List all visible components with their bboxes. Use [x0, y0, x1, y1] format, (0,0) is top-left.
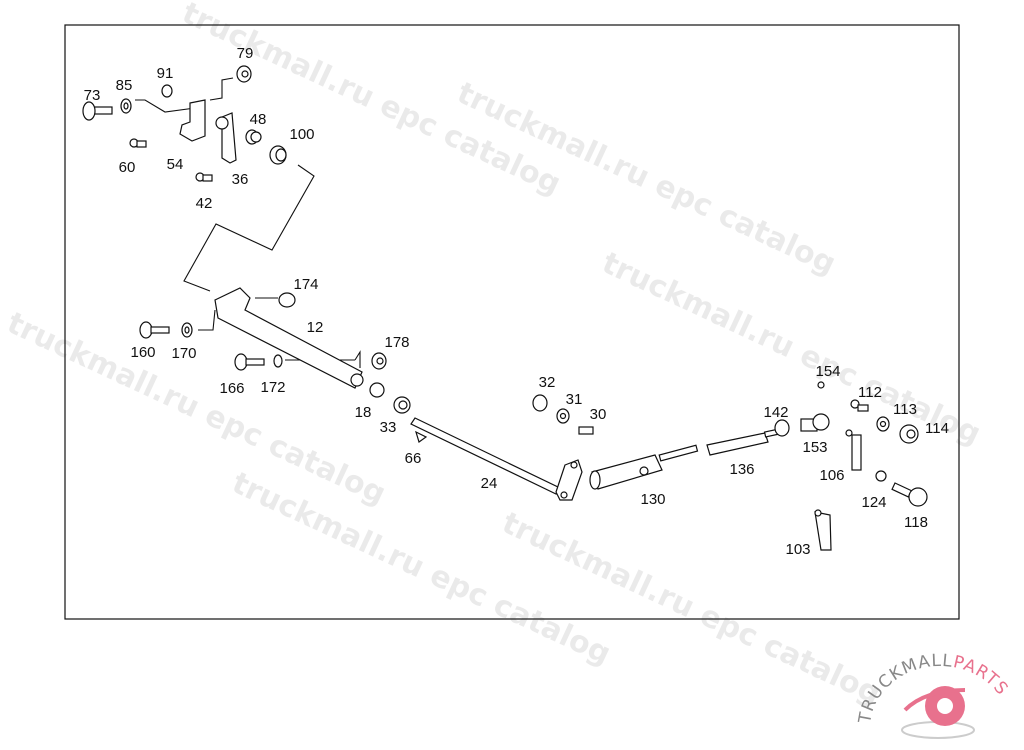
part-label-79[interactable]: 79: [237, 45, 254, 62]
part-label-54[interactable]: 54: [167, 156, 184, 173]
part-label-33[interactable]: 33: [380, 419, 397, 436]
part-label-136[interactable]: 136: [729, 461, 754, 478]
part-label-112[interactable]: 112: [858, 384, 882, 401]
truckmallparts-logo: TRUCKMALLPARTS: [855, 651, 1012, 739]
part-label-91[interactable]: 91: [157, 65, 174, 82]
part-label-12[interactable]: 12: [307, 319, 324, 336]
part-label-66[interactable]: 66: [405, 450, 422, 467]
part-label-106[interactable]: 106: [819, 467, 844, 484]
part-label-178[interactable]: 178: [384, 334, 409, 351]
part-label-32[interactable]: 32: [539, 374, 556, 391]
part-label-142[interactable]: 142: [763, 404, 788, 421]
logo-text-parts: PARTS: [951, 652, 1012, 699]
part-label-73[interactable]: 73: [84, 87, 101, 104]
part-label-124[interactable]: 124: [861, 494, 886, 511]
part-label-118[interactable]: 118: [904, 514, 928, 531]
part-label-130[interactable]: 130: [640, 491, 665, 508]
gear-icon: [903, 686, 966, 726]
part-label-154[interactable]: 154: [815, 363, 840, 380]
part-label-113[interactable]: 113: [893, 401, 917, 418]
part-label-160[interactable]: 160: [130, 344, 155, 361]
part-label-174[interactable]: 174: [293, 276, 318, 293]
part-label-24[interactable]: 24: [481, 475, 498, 492]
part-label-114[interactable]: 114: [925, 420, 949, 437]
watermark: truckmall.ru epc catalog: [2, 306, 391, 512]
part-label-30[interactable]: 30: [590, 406, 607, 423]
part-label-172[interactable]: 172: [260, 379, 285, 396]
part-labels: 73 85 91 79 48 100 60 54 36 42 174 12 16…: [84, 45, 949, 558]
diagram-frame: [64, 24, 960, 620]
part-label-48[interactable]: 48: [250, 111, 267, 128]
part-label-42[interactable]: 42: [196, 195, 213, 212]
part-label-60[interactable]: 60: [119, 159, 136, 176]
part-label-100[interactable]: 100: [289, 126, 314, 143]
part-label-166[interactable]: 166: [219, 380, 244, 397]
part-label-170[interactable]: 170: [171, 345, 196, 362]
part-label-36[interactable]: 36: [232, 171, 249, 188]
part-label-18[interactable]: 18: [355, 404, 372, 421]
part-label-85[interactable]: 85: [116, 77, 133, 94]
part-label-31[interactable]: 31: [566, 391, 583, 408]
part-label-153[interactable]: 153: [802, 439, 827, 456]
part-label-103[interactable]: 103: [785, 541, 810, 558]
part-shapes: [82, 65, 928, 551]
